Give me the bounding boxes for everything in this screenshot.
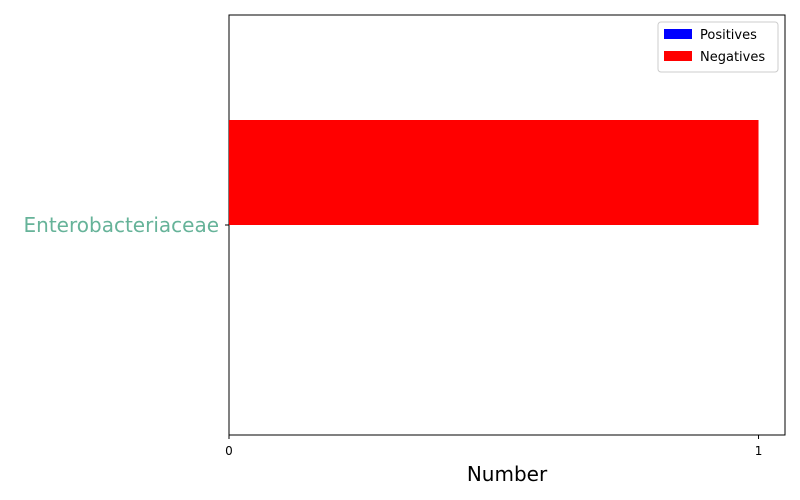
y-ticks-group: Enterobacteriaceae <box>24 213 229 237</box>
y-tick-label: Enterobacteriaceae <box>24 213 219 237</box>
legend-swatch-positives <box>664 29 692 39</box>
legend-label-negatives: Negatives <box>700 50 765 65</box>
legend-label-positives: Positives <box>700 28 757 43</box>
x-tick-label: 1 <box>755 444 763 458</box>
legend: Positives Negatives <box>657 21 779 73</box>
legend-swatch-negatives <box>664 51 692 61</box>
x-tick-label: 0 <box>225 444 233 458</box>
x-axis-label: Number <box>467 462 548 486</box>
bars-group <box>229 120 759 225</box>
bar-negatives-enterobacteriaceae <box>229 120 759 225</box>
